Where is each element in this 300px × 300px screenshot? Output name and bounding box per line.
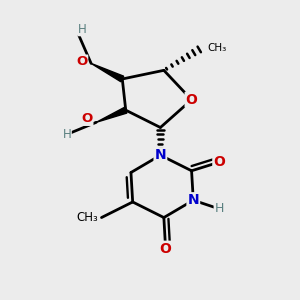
Text: H: H xyxy=(214,202,224,215)
Polygon shape xyxy=(91,63,124,82)
Text: CH₃: CH₃ xyxy=(207,43,226,53)
Text: O: O xyxy=(82,112,93,125)
Text: O: O xyxy=(160,242,172,256)
Text: H: H xyxy=(78,23,87,36)
Polygon shape xyxy=(96,107,127,122)
Text: O: O xyxy=(76,55,88,68)
Text: N: N xyxy=(188,193,199,207)
Text: O: O xyxy=(186,93,197,107)
Text: CH₃: CH₃ xyxy=(76,211,98,224)
Text: O: O xyxy=(213,155,225,169)
Text: N: N xyxy=(154,148,166,162)
Text: H: H xyxy=(62,128,71,141)
